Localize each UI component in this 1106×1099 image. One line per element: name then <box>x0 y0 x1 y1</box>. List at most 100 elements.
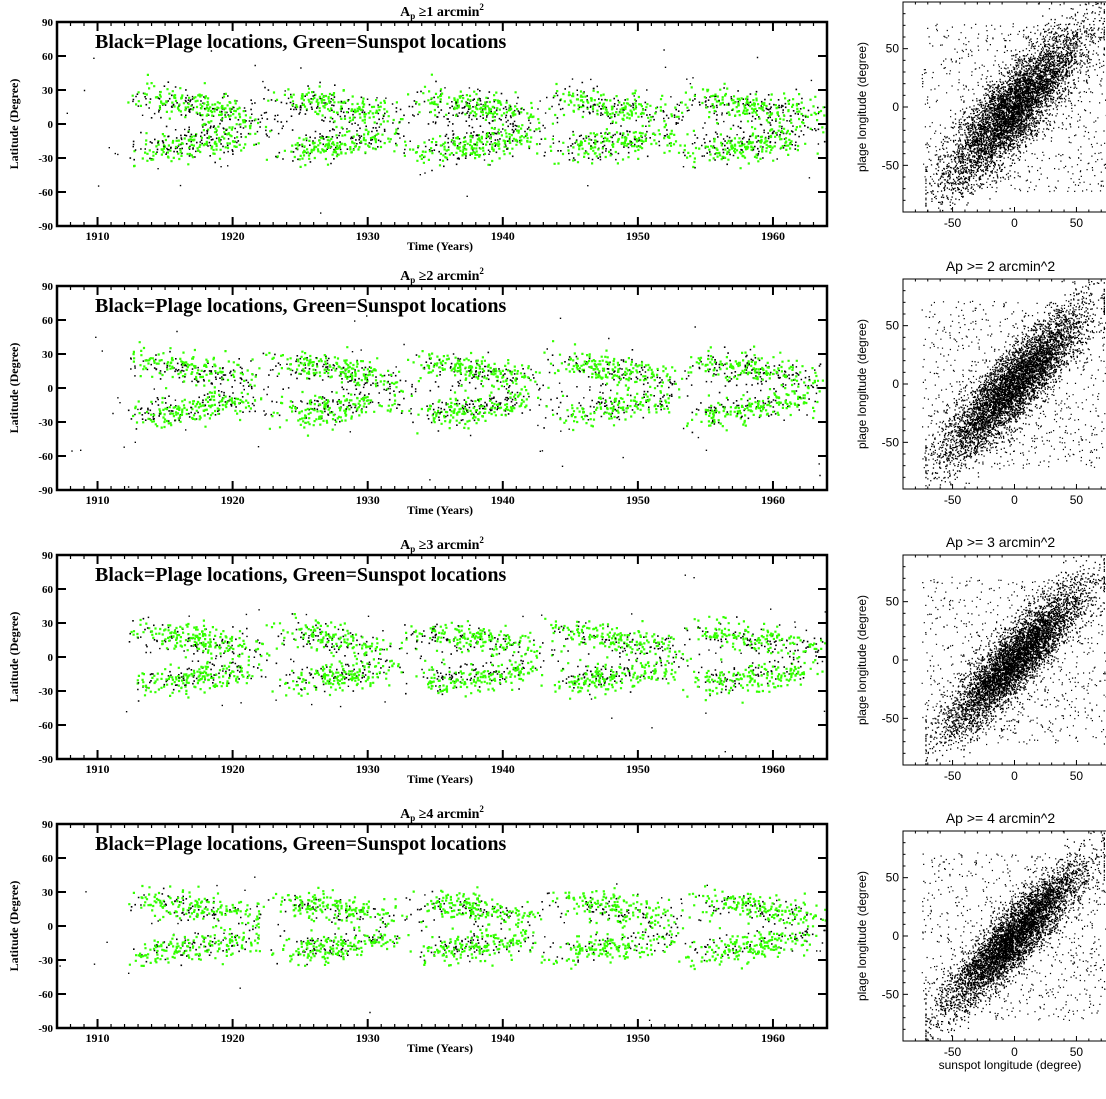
panel-title: Ap >= 2 arcmin^2 <box>946 258 1056 274</box>
y-tick-label: -90 <box>38 1023 53 1035</box>
sunspot-points <box>127 73 826 170</box>
legend-text: Black=Plage locations, Green=Sunspot loc… <box>95 833 507 855</box>
y-tick-label: 60 <box>42 51 54 63</box>
x-axis-label: sunspot longitude (degree) <box>939 1058 1082 1072</box>
x-tick-label: 1950 <box>626 1031 650 1045</box>
y-tick-label: -50 <box>882 435 900 449</box>
y-axis-label: Latitude (Degree) <box>7 612 21 703</box>
x-tick-label: 1960 <box>761 493 785 507</box>
panel-title: Ap >= 3 arcmin^2 <box>946 534 1056 550</box>
y-axis-label: plage longitude (degree) <box>855 595 869 725</box>
y-axis-label: Latitude (Degree) <box>7 343 21 434</box>
sunspot-points <box>130 613 827 704</box>
y-tick-label: 0 <box>892 100 899 114</box>
longitude-panel-3: 50 0 -50 -50 0 50 Ap >= 3 arcmin^2 plage longit… <box>855 534 1106 783</box>
data-points <box>125 574 827 753</box>
x-tick-label: 1950 <box>626 493 650 507</box>
x-tick-label: 1930 <box>356 1031 380 1045</box>
x-tick-label: 1960 <box>761 762 785 776</box>
y-tick-label: -50 <box>882 987 900 1001</box>
panel-title: Ap ≥2 arcmin2 <box>400 266 484 285</box>
y-tick-label: 0 <box>892 377 899 391</box>
data-points <box>921 831 1106 1041</box>
longitude-points <box>921 279 1106 489</box>
longitude-points <box>921 831 1106 1041</box>
x-tick-label: -50 <box>944 769 962 783</box>
y-tick-label: 0 <box>48 383 54 395</box>
data-points <box>921 279 1106 489</box>
x-axis-label: Time (Years) <box>407 503 473 517</box>
y-tick-label: 0 <box>48 119 54 131</box>
x-tick-label: -50 <box>944 493 962 507</box>
x-tick-label: 1950 <box>626 229 650 243</box>
panel-title: Ap ≥3 arcmin2 <box>400 535 484 554</box>
butterfly-panel-3: 90 60 30 0 -30 -60 -90 1910 1920 1930 1940 1950 1960… <box>7 535 829 786</box>
y-tick-label: 50 <box>886 319 900 333</box>
y-tick-label: -30 <box>38 686 53 698</box>
y-tick-label: 50 <box>886 42 900 56</box>
y-axis-label: Latitude (Degree) <box>7 881 21 972</box>
y-tick-label: 0 <box>892 929 899 943</box>
y-axis-label: plage longitude (degree) <box>855 42 869 172</box>
y-tick-label: -60 <box>38 187 53 199</box>
panel-title: Ap >= 4 arcmin^2 <box>946 810 1056 826</box>
data-points <box>921 2 1106 212</box>
x-tick-label: 1930 <box>356 762 380 776</box>
x-tick-label: 1910 <box>86 762 110 776</box>
y-tick-label: 30 <box>42 349 54 361</box>
plage-points-overlay <box>140 892 825 962</box>
y-tick-label: -30 <box>38 417 53 429</box>
x-tick-label: 1940 <box>491 229 515 243</box>
y-axis-label: plage longitude (degree) <box>855 319 869 449</box>
legend-text: Black=Plage locations, Green=Sunspot loc… <box>95 31 507 53</box>
sunspot-points <box>132 340 826 437</box>
x-tick-label: 1960 <box>761 1031 785 1045</box>
x-tick-label: 1910 <box>86 493 110 507</box>
x-tick-label: 50 <box>1070 216 1084 230</box>
y-tick-label: 90 <box>42 550 54 562</box>
x-tick-label: 1940 <box>491 1031 515 1045</box>
x-tick-label: 1910 <box>86 1031 110 1045</box>
y-tick-label: 60 <box>42 584 54 596</box>
legend-text: Black=Plage locations, Green=Sunspot loc… <box>95 564 507 586</box>
y-tick-label: -90 <box>38 485 53 497</box>
longitude-panel-4: 50 0 -50 -50 0 50 Ap >= 4 arcmin^2 sunspot long… <box>855 810 1106 1072</box>
x-tick-label: 1920 <box>221 229 245 243</box>
y-tick-label: 90 <box>42 281 54 293</box>
plage-points <box>66 49 826 214</box>
x-tick-label: 1950 <box>626 762 650 776</box>
x-tick-label: 1960 <box>761 229 785 243</box>
y-tick-label: 0 <box>48 652 54 664</box>
x-axis-label: Time (Years) <box>407 1041 473 1055</box>
x-tick-label: 50 <box>1070 493 1084 507</box>
y-tick-label: -50 <box>882 158 900 172</box>
butterfly-panel-1: 90 60 30 0 -30 -60 -90 1910 1920 1930 1940 1950 1960… <box>7 2 829 253</box>
x-tick-label: 1910 <box>86 229 110 243</box>
y-tick-label: 30 <box>42 887 54 899</box>
x-axis-label: Time (Years) <box>407 772 473 786</box>
y-tick-label: 50 <box>886 871 900 885</box>
x-tick-label: 50 <box>1070 769 1084 783</box>
x-tick-label: 0 <box>1011 216 1018 230</box>
y-tick-label: -60 <box>38 720 53 732</box>
y-tick-label: -60 <box>38 989 53 1001</box>
data-points <box>921 555 1106 765</box>
x-tick-label: 0 <box>1011 769 1018 783</box>
x-tick-label: 0 <box>1011 493 1018 507</box>
y-axis-label: Latitude (Degree) <box>7 79 21 170</box>
data-points <box>71 315 826 488</box>
y-tick-label: 0 <box>892 653 899 667</box>
x-tick-label: 1930 <box>356 229 380 243</box>
y-tick-label: -30 <box>38 955 53 967</box>
x-tick-label: -50 <box>944 1045 962 1059</box>
panel-title: Ap ≥4 arcmin2 <box>400 804 484 823</box>
data-points <box>66 49 827 214</box>
longitude-panel-1: 50 0 -50 -50 0 50 plage longitude (degree) <box>855 1 1106 230</box>
y-tick-label: -90 <box>38 754 53 766</box>
longitude-panel-2: 50 0 -50 -50 0 50 Ap >= 2 arcmin^2 plage longit… <box>855 258 1106 507</box>
x-tick-label: 1920 <box>221 1031 245 1045</box>
y-tick-label: 60 <box>42 853 54 865</box>
x-tick-label: 1920 <box>221 762 245 776</box>
x-tick-label: 1920 <box>221 493 245 507</box>
